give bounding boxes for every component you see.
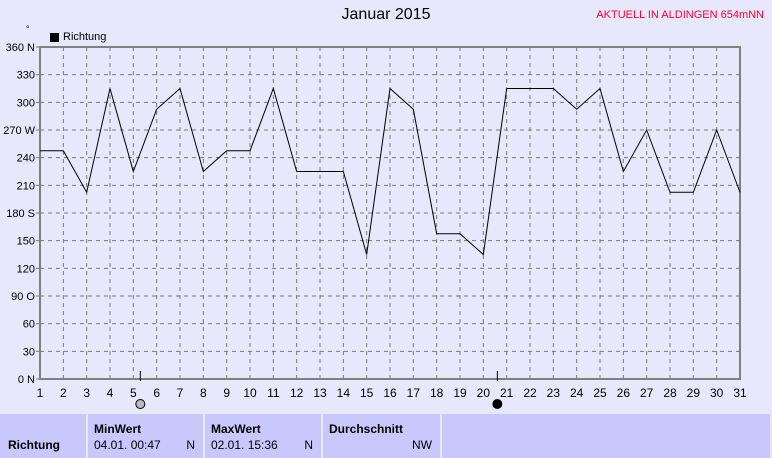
chart-svg: 1 2 3 4 5 6 7 8 9 10 11 12 13 14 15 16 17 18 19 20 21 22 23 24 2… (3, 42, 747, 409)
new-moon-icon (492, 399, 503, 409)
max-header: MaxWert (211, 422, 261, 436)
y-tick-label: 0 N (18, 374, 35, 386)
x-tick-label: 3 (83, 386, 90, 400)
x-tick-label: 22 (523, 386, 537, 400)
y-tick-label: 330 (17, 70, 35, 82)
degree-mark: ° (26, 24, 30, 34)
y-tick-label: 360 N (6, 42, 35, 54)
min-value: N (186, 438, 195, 452)
x-tick-label: 29 (687, 386, 701, 400)
x-tick-label: 2 (60, 386, 67, 400)
max-time: 02.01. 15:36 (211, 438, 278, 452)
y-tick-label: 30 (23, 346, 35, 358)
x-tick-label: 10 (243, 386, 257, 400)
x-tick-label: 24 (570, 386, 584, 400)
x-tick-label: 21 (500, 386, 514, 400)
x-tick-label: 18 (430, 386, 444, 400)
x-tick-label: 26 (617, 386, 631, 400)
x-tick-label: 30 (710, 386, 724, 400)
station-label: AKTUELL IN ALDINGEN 654mNN (596, 9, 764, 21)
x-tick-label: 9 (223, 386, 230, 400)
avg-value: NW (412, 438, 432, 452)
x-tick-label: 11 (267, 386, 280, 400)
min-header: MinWert (94, 422, 142, 436)
x-tick-label: 8 (200, 386, 207, 400)
x-tick-label: 16 (383, 386, 397, 400)
x-tick-label: 7 (177, 386, 184, 400)
plot-frame (39, 46, 741, 380)
x-tick-label: 25 (593, 386, 607, 400)
min-time: 04.01. 00:47 (94, 438, 161, 452)
chart-title: Januar 2015 (341, 6, 431, 23)
x-tick-label: 20 (477, 386, 491, 400)
full-moon-icon (135, 399, 146, 409)
y-tick-label: 270 W (3, 125, 35, 137)
summary-row-label-cell: Richtung (0, 414, 86, 458)
x-tick-label: 5 (130, 386, 137, 400)
y-tick-label: 90 O (11, 291, 35, 303)
min-cell: MinWert 04.01. 00:47 N (88, 414, 203, 458)
x-tick-label: 28 (663, 386, 677, 400)
y-tick-label: 240 (17, 153, 35, 165)
x-tick-label: 14 (337, 386, 351, 400)
avg-header: Durchschnitt (329, 422, 404, 436)
x-tick-label: 19 (453, 386, 467, 400)
max-cell: MaxWert 02.01. 15:36 N (205, 414, 321, 458)
avg-cell: Durchschnitt NW (323, 414, 440, 458)
y-tick-label: 120 (17, 263, 35, 275)
row-label: Richtung (8, 438, 60, 452)
x-tick-label: 23 (547, 386, 561, 400)
y-tick-label: 210 (17, 180, 35, 192)
legend-label: Richtung (63, 31, 107, 43)
max-value: N (304, 438, 313, 452)
x-tick-label: 27 (640, 386, 654, 400)
x-tick-label: 15 (360, 386, 374, 400)
x-tick-label: 13 (313, 386, 327, 400)
x-tick-label: 17 (407, 386, 421, 400)
x-tick-label: 4 (107, 386, 114, 400)
series-line-richtung (40, 86, 741, 256)
y-tick-label: 180 S (6, 208, 35, 220)
empty-cell (442, 414, 770, 458)
y-tick-label: 60 (23, 319, 35, 331)
y-tick-label: 150 (17, 236, 35, 248)
legend: Richtung (50, 31, 106, 43)
x-tick-label: 12 (290, 386, 304, 400)
x-tick-label: 6 (153, 386, 160, 400)
x-tick-label: 31 (733, 386, 747, 400)
y-tick-label: 300 (17, 97, 35, 109)
legend-swatch (50, 32, 59, 42)
x-tick-label: 1 (37, 386, 44, 400)
